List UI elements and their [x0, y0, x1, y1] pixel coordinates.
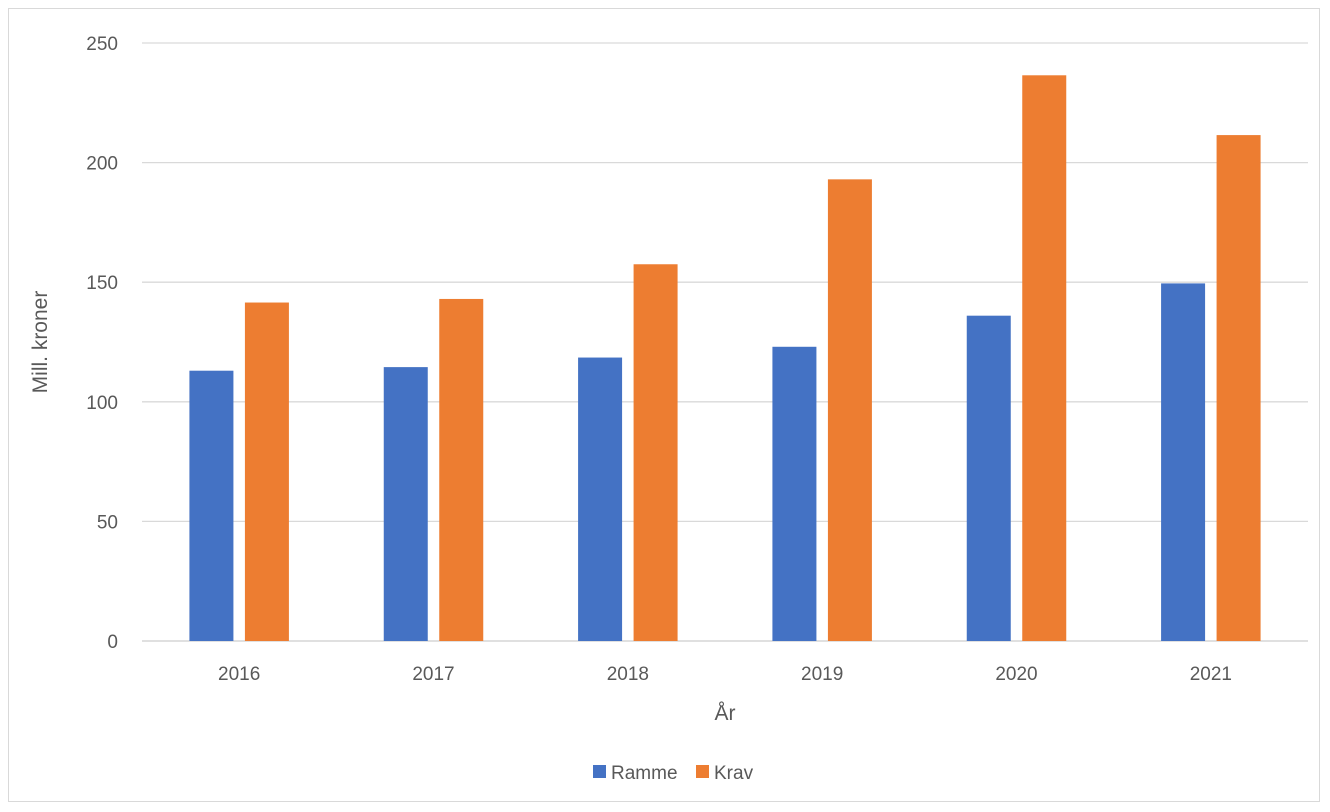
- legend-label-krav: Krav: [714, 763, 754, 784]
- y-axis-title: Mill. kroner: [29, 291, 52, 394]
- x-tick-label: 2016: [218, 664, 260, 685]
- bars: [189, 75, 1261, 642]
- bar-ramme-2020: [966, 315, 1011, 641]
- y-tick-labels: 0 50 100 150 200 250: [86, 34, 118, 653]
- y-tick-label: 50: [97, 512, 118, 533]
- bar-ramme-2017: [383, 367, 428, 641]
- bar-krav-2020: [1022, 75, 1067, 642]
- x-tick-label: 2020: [995, 664, 1037, 685]
- x-tick-label: 2019: [801, 664, 843, 685]
- legend-label-ramme: Ramme: [611, 763, 678, 784]
- y-tick-label: 200: [86, 154, 118, 175]
- x-tick-label: 2021: [1190, 664, 1232, 685]
- bar-krav-2017: [439, 298, 484, 641]
- legend-swatch-krav: [696, 765, 709, 778]
- y-tick-label: 100: [86, 393, 118, 414]
- x-tick-label: 2018: [607, 664, 649, 685]
- bar-ramme-2018: [578, 357, 623, 641]
- bar-ramme-2021: [1161, 283, 1206, 641]
- bar-krav-2021: [1216, 135, 1261, 642]
- y-tick-label: 150: [86, 273, 118, 294]
- gridlines: [142, 42, 1308, 642]
- legend: Ramme Krav: [593, 763, 754, 784]
- x-tick-labels: 2016 2017 2018 2019 2020 2021: [218, 664, 1232, 685]
- bar-krav-2019: [827, 179, 872, 641]
- y-tick-label: 250: [86, 34, 118, 55]
- y-tick-label: 0: [107, 632, 118, 653]
- legend-swatch-ramme: [593, 765, 606, 778]
- x-axis-title: År: [715, 702, 736, 725]
- x-tick-label: 2017: [412, 664, 454, 685]
- bar-ramme-2019: [772, 346, 817, 641]
- bar-ramme-2016: [189, 370, 234, 641]
- bar-krav-2016: [244, 302, 289, 641]
- bar-krav-2018: [633, 264, 678, 641]
